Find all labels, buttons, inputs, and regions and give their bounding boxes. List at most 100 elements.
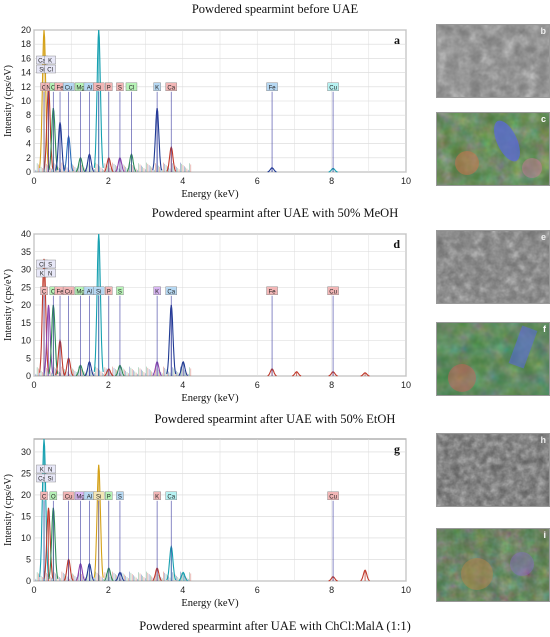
- element-label: N: [48, 272, 52, 278]
- element-label-box: [266, 82, 278, 91]
- element-label: Cl: [39, 263, 45, 269]
- element-label-box: [44, 64, 56, 74]
- y-tick-label: 8: [26, 110, 31, 120]
- element-label: Fe: [269, 85, 277, 91]
- element-label-box: [165, 286, 177, 295]
- y-tick-label: 20: [21, 300, 31, 310]
- y-tick-label: 30: [21, 265, 31, 275]
- element-label-box: [93, 82, 105, 91]
- element-label-box: [153, 82, 161, 91]
- element-label: Cu: [329, 85, 337, 91]
- element-label-box: [62, 286, 75, 295]
- y-tick-label: 35: [21, 247, 31, 257]
- eds-map-c: c: [436, 112, 550, 186]
- element-label: O: [51, 85, 56, 91]
- x-tick-label: 8: [329, 380, 334, 390]
- element-label-box: [165, 82, 177, 91]
- x-tick-label: 10: [401, 176, 411, 186]
- x-tick-label: 6: [255, 176, 260, 186]
- x-axis-label: Energy (keV): [181, 189, 239, 200]
- eds-spectrum-g: 0 5 10 15 20 25 30 0 2 4 6 8 10 Energy (keV) Intensity…: [0, 433, 420, 631]
- y-tick-label: 10: [21, 96, 31, 106]
- y-tick-label: 4: [26, 139, 31, 149]
- x-tick-label: 0: [31, 176, 36, 186]
- element-label-box: [62, 491, 75, 500]
- element-label: K: [155, 494, 159, 500]
- eds-map-texture: [437, 113, 549, 185]
- sem-texture: [437, 25, 549, 97]
- panel-letter: d: [393, 237, 400, 251]
- caption-etoh: Powdered spearmint after UAE with 50% Et…: [154, 412, 396, 426]
- y-tick-label: 10: [21, 533, 31, 543]
- sem-image-b: b: [436, 24, 550, 98]
- caption-before-uae: Powdered spearmint before UAE: [191, 2, 359, 16]
- element-label: Cu: [329, 289, 337, 295]
- y-axis-label: Intensity (cps/eV): [3, 65, 14, 137]
- x-axis-label: Energy (keV): [181, 393, 239, 404]
- element-label: Cu: [65, 289, 73, 295]
- element-label: P: [107, 85, 111, 91]
- element-label: Cu: [65, 494, 73, 500]
- element-label-box: [327, 286, 339, 295]
- element-label-box: [44, 259, 56, 269]
- element-label: P: [107, 289, 111, 295]
- element-label: Cu: [65, 85, 73, 91]
- element-label-box: [153, 491, 161, 500]
- element-label: C: [42, 494, 47, 500]
- element-label-box: [105, 82, 113, 91]
- x-tick-label: 4: [180, 585, 185, 595]
- y-tick-label: 5: [26, 353, 31, 363]
- y-tick-label: 25: [21, 282, 31, 292]
- x-tick-label: 10: [401, 585, 411, 595]
- element-label: Ca: [167, 85, 175, 91]
- element-label: S: [118, 85, 122, 91]
- element-label-box: [93, 491, 105, 500]
- element-label: Al: [87, 85, 92, 91]
- element-label-box: [125, 82, 138, 91]
- y-tick-label: 30: [21, 447, 31, 457]
- y-tick-label: 16: [21, 53, 31, 63]
- element-label: Si: [96, 289, 101, 295]
- y-tick-label: 0: [26, 576, 31, 586]
- eds-chart-svg: 0 2 4 6 8 10 12 14 16 18 20 0 2 4 6 8 10 Energy (keV) Inte…: [3, 25, 411, 200]
- eds-chart-svg: 0 5 10 15 20 25 30 0 2 4 6 8 10 Energy (keV) Intensity…: [3, 438, 411, 609]
- sem-texture: [437, 231, 549, 303]
- element-label: Cl: [47, 68, 53, 74]
- element-label: Si: [96, 494, 101, 500]
- element-label-box: [105, 491, 113, 500]
- element-label: C: [42, 85, 47, 91]
- element-label-box: [49, 491, 58, 500]
- element-label-box: [44, 473, 56, 483]
- x-tick-label: 2: [106, 380, 111, 390]
- element-label: K: [40, 272, 44, 278]
- element-label-box: [266, 286, 278, 295]
- sem-image-e: e: [436, 230, 550, 304]
- element-label: Fe: [57, 85, 65, 91]
- element-label-box: [93, 286, 105, 295]
- panel-letter: i: [543, 530, 546, 540]
- eds-spectrum-a: 0 2 4 6 8 10 12 14 16 18 20 0 2 4 6 8 10 Energy (keV) Inte…: [0, 24, 420, 222]
- x-tick-label: 2: [106, 585, 111, 595]
- element-label: Cu: [329, 494, 337, 500]
- y-tick-label: 20: [21, 490, 31, 500]
- eds-map-i: i: [436, 528, 550, 602]
- caption-meoh: Powdered spearmint after UAE with 50% Me…: [151, 206, 399, 220]
- caption-chcl-mala: Powdered spearmint after UAE with ChCl:M…: [139, 619, 411, 633]
- element-label: Cl: [129, 85, 135, 91]
- y-tick-label: 10: [21, 336, 31, 346]
- element-label-box: [116, 82, 124, 91]
- x-tick-label: 10: [401, 380, 411, 390]
- peak: [43, 507, 54, 580]
- element-label: Si: [39, 68, 44, 74]
- y-tick-label: 40: [21, 229, 31, 239]
- y-axis-label: Intensity (cps/eV): [3, 474, 14, 546]
- element-label: Ca: [167, 289, 175, 295]
- element-label: Al: [87, 494, 92, 500]
- y-tick-label: 15: [21, 511, 31, 521]
- element-label-box: [327, 491, 339, 500]
- eds-chart-svg: 0 5 10 15 20 25 30 35 40 0 2 4 6 8 10 Energy (keV) Inten…: [3, 229, 411, 404]
- x-tick-label: 4: [180, 176, 185, 186]
- element-label-box: [105, 286, 113, 295]
- panel-letter: g: [394, 442, 400, 456]
- x-tick-label: 0: [31, 585, 36, 595]
